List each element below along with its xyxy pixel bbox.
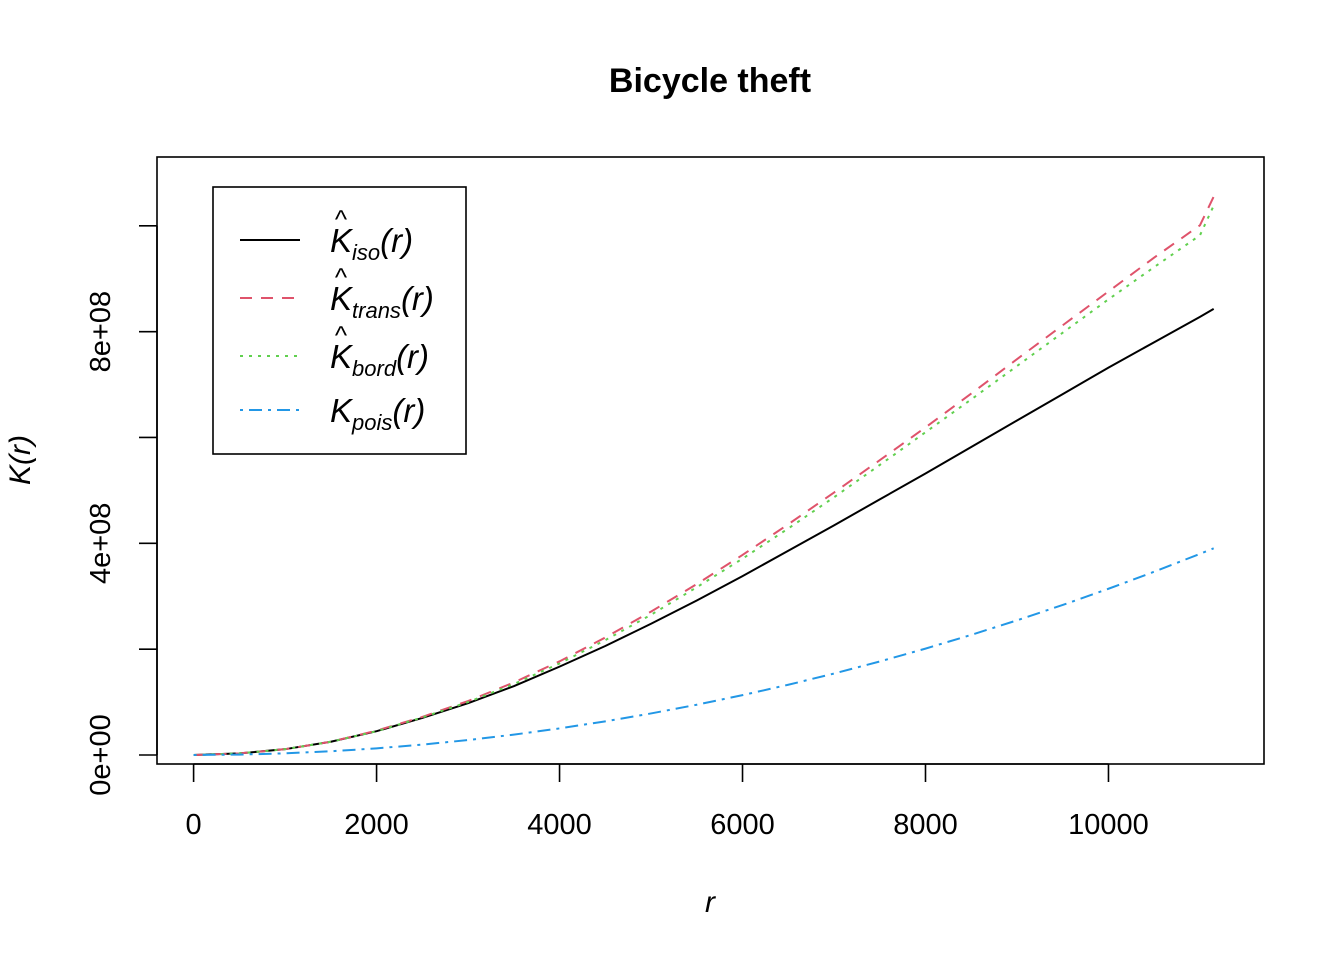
y-axis-label: K(r) — [4, 435, 37, 485]
x-axis: 0 2000 4000 6000 8000 10000 — [186, 763, 1149, 841]
legend-label-bord: Kbord(r) — [330, 338, 429, 381]
legend-label-iso: Kiso(r) — [330, 222, 413, 265]
y-tick-label: 8e+08 — [85, 291, 117, 372]
legend-hat: ^ — [335, 262, 348, 292]
legend-entry-iso: ^Kiso(r) — [330, 204, 413, 265]
series-layer — [193, 196, 1215, 756]
legend-entry-pois: Kpois(r) — [330, 392, 425, 435]
series-line-trans — [193, 196, 1215, 756]
legend: ^Kiso(r)^Ktrans(r)^Kbord(r)Kpois(r) — [212, 186, 467, 455]
x-tick-label: 4000 — [527, 809, 592, 841]
x-tick-label: 2000 — [344, 809, 409, 841]
legend-hat: ^ — [335, 204, 348, 234]
chart-title: Bicycle theft — [609, 62, 811, 100]
y-axis: 0e+00 4e+08 8e+08 — [85, 224, 158, 796]
y-tick-label: 4e+08 — [85, 503, 117, 584]
x-tick-label: 6000 — [710, 809, 775, 841]
legend-hat: ^ — [335, 320, 348, 350]
legend-label-pois: Kpois(r) — [330, 392, 425, 435]
x-tick-label: 10000 — [1068, 809, 1149, 841]
legend-entry-bord: ^Kbord(r) — [330, 320, 429, 381]
y-tick-label: 0e+00 — [85, 714, 117, 795]
x-tick-label: 8000 — [893, 809, 958, 841]
series-line-bord — [193, 205, 1215, 756]
legend-entry-trans: ^Ktrans(r) — [330, 262, 434, 323]
x-tick-label: 0 — [186, 809, 202, 841]
x-axis-label: r — [705, 886, 716, 919]
legend-label-trans: Ktrans(r) — [330, 280, 434, 323]
